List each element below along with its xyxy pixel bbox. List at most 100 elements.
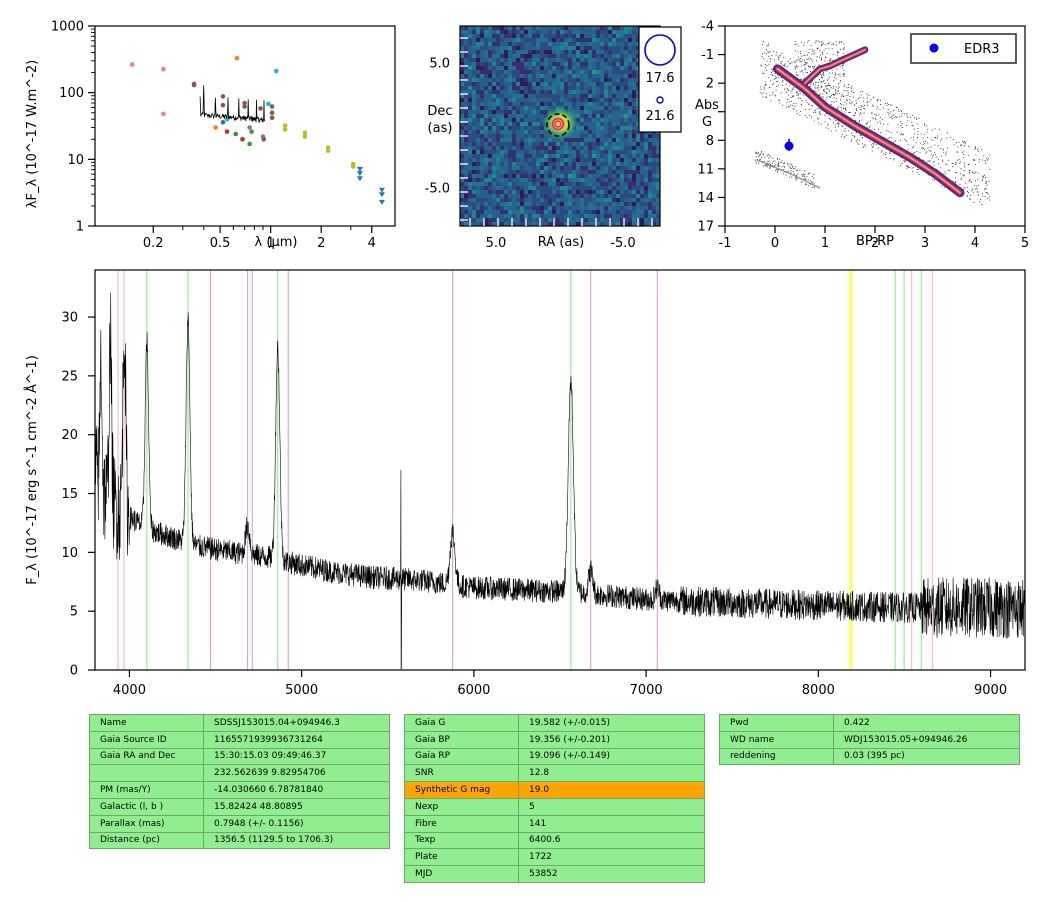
cutout-pixel xyxy=(584,34,589,39)
cutout-pixel xyxy=(568,38,573,43)
cutout-pixel xyxy=(544,158,549,163)
hr-y-tick-label: 2 xyxy=(706,77,714,92)
cutout-pixel xyxy=(560,210,565,215)
cutout-pixel xyxy=(628,210,633,215)
cutout-pixel xyxy=(500,162,505,167)
table-value: 15.82424 48.80895 xyxy=(203,797,390,816)
cutout-pixel xyxy=(496,82,501,87)
legend-marker xyxy=(929,43,939,53)
cutout-pixel xyxy=(644,214,649,219)
cutout-pixel xyxy=(564,102,569,107)
sed-point xyxy=(258,106,263,111)
hr-star xyxy=(809,49,811,51)
cutout-pixel xyxy=(520,82,525,87)
cutout-pixel xyxy=(532,114,537,119)
table-row: Gaia RP 19.096 (+/-0.149) xyxy=(404,747,705,766)
cutout-pixel xyxy=(612,178,617,183)
cutout-pixel xyxy=(556,146,561,151)
cutout-pixel xyxy=(560,58,565,63)
hr-star xyxy=(924,141,927,143)
cutout-pixel xyxy=(572,98,577,103)
cutout-pixel xyxy=(592,82,597,87)
cutout-pixel xyxy=(496,50,501,55)
cutout-pixel xyxy=(548,210,553,215)
hr-star xyxy=(936,137,939,139)
hr-x-label: BP-RP xyxy=(856,234,894,249)
hr-star xyxy=(855,99,857,101)
cutout-pixel xyxy=(612,130,617,135)
cutout-pixel xyxy=(604,78,609,83)
hr-star xyxy=(767,43,769,45)
cutout-pixel xyxy=(616,158,621,163)
hr-star xyxy=(828,48,830,50)
cutout-pixel xyxy=(544,194,549,199)
cutout-pixel xyxy=(656,198,660,203)
cutout-pixel xyxy=(648,146,653,151)
cutout-pixel xyxy=(568,50,573,55)
hr-star xyxy=(922,137,924,139)
cutout-pixel xyxy=(492,206,497,211)
hr-star xyxy=(765,67,767,69)
cutout-pixel xyxy=(492,134,497,139)
sed-spectrum xyxy=(199,85,265,123)
hr-star xyxy=(952,166,954,168)
hr-star xyxy=(983,174,985,176)
hr-star xyxy=(927,160,929,162)
cutout-pixel xyxy=(612,194,617,199)
hr-star xyxy=(916,171,918,174)
cutout-pixel xyxy=(492,34,497,39)
hr-star xyxy=(975,188,977,190)
hr-star xyxy=(962,140,964,142)
cutout-pixel xyxy=(628,214,633,219)
hr-star xyxy=(803,54,805,56)
cutout-pixel xyxy=(508,114,513,119)
hr-star xyxy=(800,70,803,72)
hr-star xyxy=(775,51,777,53)
hr-star xyxy=(826,52,828,55)
cutout-pixel xyxy=(588,122,593,127)
cutout-pixel xyxy=(500,42,505,47)
hr-star xyxy=(916,123,918,125)
cutout-pixel xyxy=(556,166,561,171)
cutout-pixel xyxy=(624,46,629,51)
cutout-pixel xyxy=(472,42,477,47)
cutout-pixel xyxy=(656,146,660,151)
hr-star xyxy=(863,104,866,106)
cutout-pixel xyxy=(640,142,645,147)
hr-star xyxy=(953,144,955,146)
cutout-pixel xyxy=(540,182,545,187)
cutout-pixel xyxy=(580,50,585,55)
cutout-pixel xyxy=(580,154,585,159)
cutout-pixel xyxy=(556,74,561,79)
hr-star xyxy=(893,157,895,159)
cutout-pixel xyxy=(652,162,657,167)
cutout-pixel xyxy=(568,82,573,87)
cutout-pixel xyxy=(520,102,525,107)
hr-star xyxy=(802,72,804,74)
cutout-pixel xyxy=(488,74,493,79)
cutout-pixel xyxy=(572,90,577,95)
hr-star xyxy=(819,112,821,114)
cutout-pixel xyxy=(576,218,581,223)
cutout-pixel xyxy=(604,202,609,207)
cutout-pixel xyxy=(472,150,477,155)
cutout-pixel xyxy=(460,158,465,163)
cutout-pixel xyxy=(636,214,641,219)
cutout-pixel xyxy=(532,202,537,207)
cutout-pixel xyxy=(520,134,525,139)
cutout-pixel xyxy=(484,210,489,215)
cutout-pixel xyxy=(580,146,585,151)
hr-star xyxy=(803,175,806,177)
cutout-pixel xyxy=(592,222,597,226)
hr-star xyxy=(930,146,932,148)
cutout-pixel xyxy=(612,66,617,71)
cutout-pixel xyxy=(540,86,545,91)
hr-star xyxy=(912,139,914,141)
cutout-pixel xyxy=(620,222,625,226)
cutout-pixel xyxy=(524,170,529,175)
cutout-pixel xyxy=(468,138,473,143)
sed-point xyxy=(220,119,226,125)
hr-star xyxy=(903,113,905,115)
cutout-pixel xyxy=(464,98,469,103)
cutout-pixel xyxy=(484,122,489,127)
